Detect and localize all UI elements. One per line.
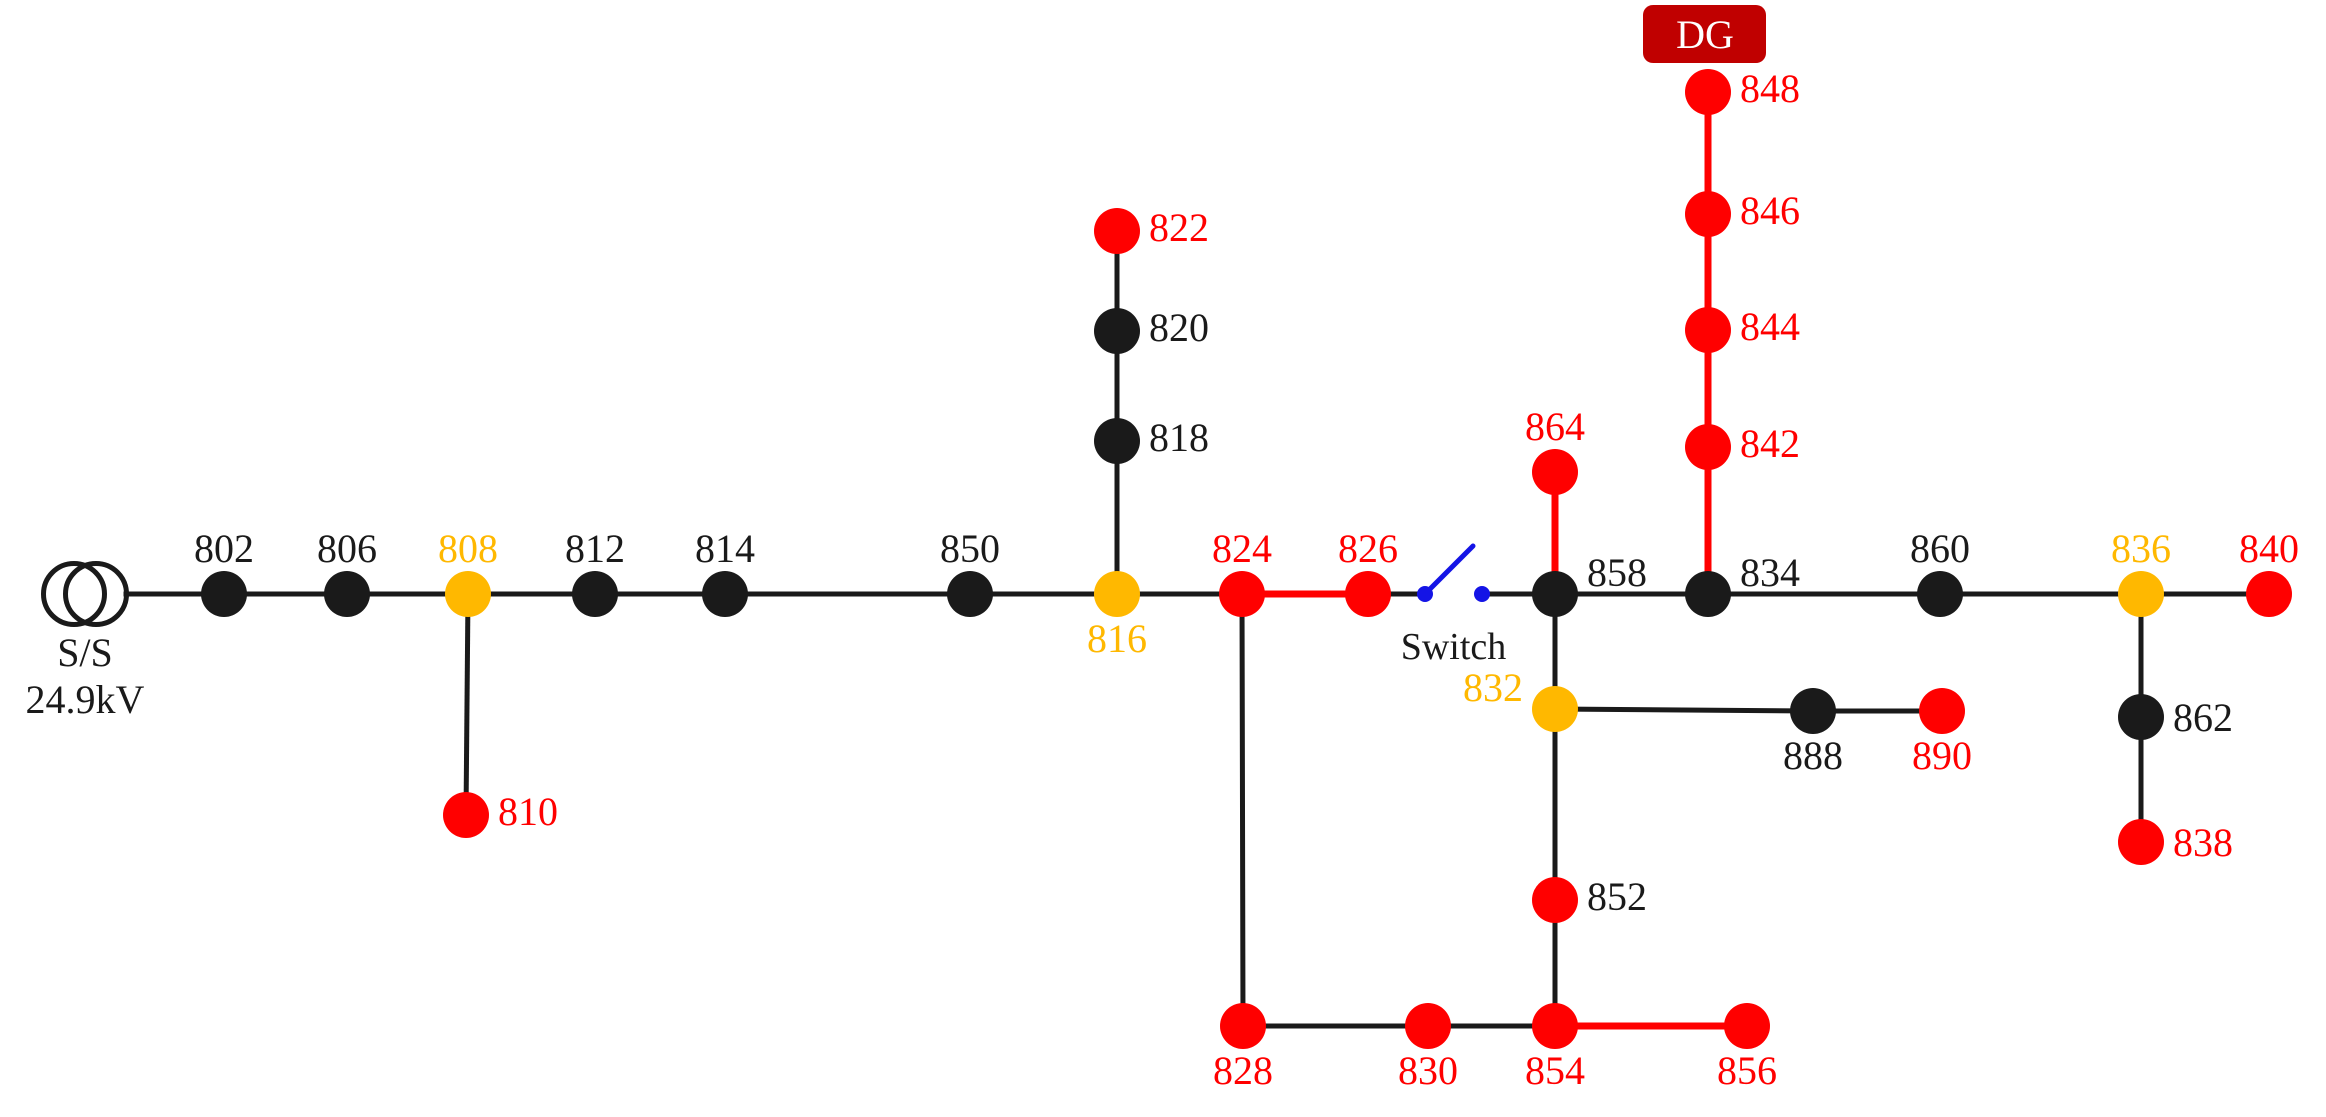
svg-text:826: 826 [1338, 526, 1398, 571]
svg-text:860: 860 [1910, 526, 1970, 571]
svg-text:834: 834 [1740, 550, 1800, 595]
svg-text:806: 806 [317, 526, 377, 571]
svg-text:856: 856 [1717, 1048, 1777, 1093]
svg-text:890: 890 [1912, 733, 1972, 778]
svg-text:844: 844 [1740, 304, 1800, 349]
svg-text:812: 812 [565, 526, 625, 571]
svg-text:830: 830 [1398, 1048, 1458, 1093]
svg-text:820: 820 [1149, 305, 1209, 350]
svg-text:838: 838 [2173, 820, 2233, 865]
svg-text:818: 818 [1149, 415, 1209, 460]
svg-text:816: 816 [1087, 616, 1147, 661]
svg-text:850: 850 [940, 526, 1000, 571]
svg-text:S/S: S/S [57, 630, 113, 675]
svg-text:828: 828 [1213, 1048, 1273, 1093]
svg-text:862: 862 [2173, 695, 2233, 740]
svg-text:802: 802 [194, 526, 254, 571]
svg-text:832: 832 [1463, 665, 1523, 710]
svg-text:842: 842 [1740, 421, 1800, 466]
svg-text:836: 836 [2111, 526, 2171, 571]
svg-text:888: 888 [1783, 733, 1843, 778]
svg-text:864: 864 [1525, 404, 1585, 449]
svg-text:808: 808 [438, 526, 498, 571]
svg-text:DG: DG [1676, 12, 1734, 57]
svg-text:852: 852 [1587, 874, 1647, 919]
svg-text:810: 810 [498, 789, 558, 834]
svg-text:840: 840 [2239, 526, 2299, 571]
svg-text:846: 846 [1740, 188, 1800, 233]
svg-text:814: 814 [695, 526, 755, 571]
svg-text:858: 858 [1587, 550, 1647, 595]
svg-text:824: 824 [1212, 526, 1272, 571]
svg-text:24.9kV: 24.9kV [26, 677, 145, 722]
svg-text:Switch: Switch [1401, 626, 1507, 668]
svg-text:848: 848 [1740, 66, 1800, 111]
svg-text:822: 822 [1149, 205, 1209, 250]
svg-text:854: 854 [1525, 1048, 1585, 1093]
